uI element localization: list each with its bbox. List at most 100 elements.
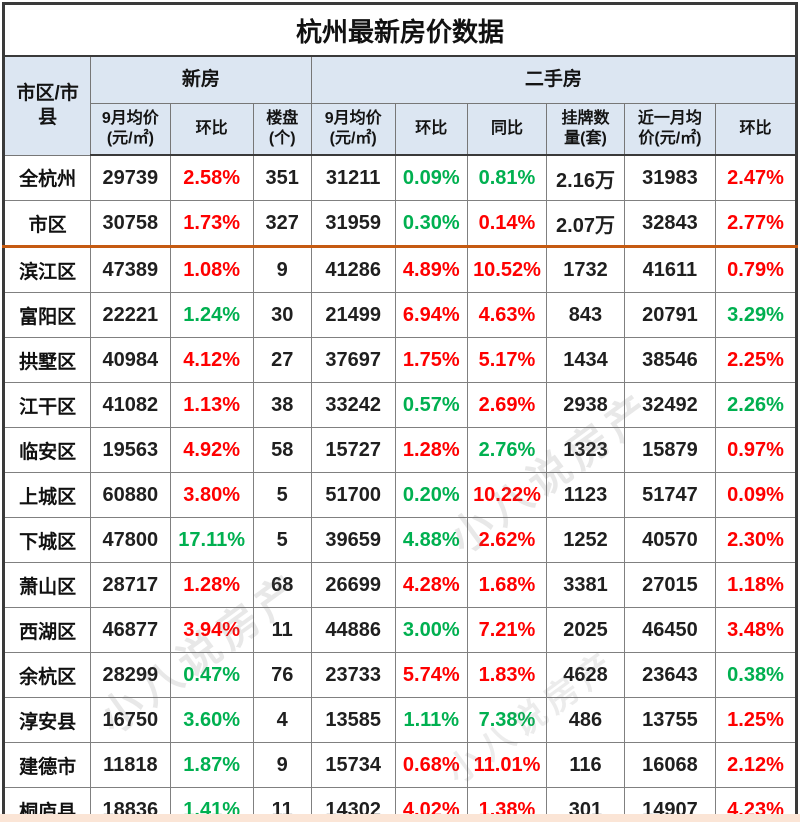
group-header-row: 市区/市 县 新房 二手房 bbox=[2, 55, 798, 156]
table-cell: 3.48% bbox=[715, 607, 797, 653]
table-cell: 4.63% bbox=[466, 292, 548, 338]
table-cell: 28299 bbox=[90, 652, 171, 698]
table-row: 临安区 19563 4.92% 58 15727 1.28% 2.76% 1323 15879 0… bbox=[2, 427, 797, 473]
table-cell: 31211 bbox=[310, 154, 396, 201]
table-cell: 0.68% bbox=[394, 742, 468, 788]
table-cell: 27015 bbox=[623, 562, 717, 608]
col-header-used-sep-avg-price: 9月均价 (元/㎡) bbox=[310, 103, 396, 156]
table-row: 江干区 41082 1.13% 38 33242 0.57% 2.69% 2938 32492 2… bbox=[2, 382, 797, 428]
table-cell: 22221 bbox=[90, 292, 171, 338]
table-row: 西湖区 46877 3.94% 11 44886 3.00% 7.21% 2025 46450 3… bbox=[2, 607, 797, 653]
district-name: 西湖区 bbox=[2, 607, 92, 653]
table-row: 余杭区 28299 0.47% 76 23733 5.74% 1.83% 4628 23643 0… bbox=[2, 652, 797, 698]
table-cell: 38 bbox=[252, 382, 312, 428]
table-cell: 4628 bbox=[546, 652, 625, 698]
table-cell: 116 bbox=[546, 742, 625, 788]
table-cell: 0.14% bbox=[466, 200, 548, 248]
table-row: 全杭州 29739 2.58% 351 31211 0.09% 0.81% 2.16万 3198… bbox=[2, 154, 797, 201]
table-cell: 1.24% bbox=[169, 292, 254, 338]
table-row: 市区 30758 1.73% 327 31959 0.30% 0.14% 2.07万 32843… bbox=[2, 200, 797, 248]
table-cell: 1.73% bbox=[169, 200, 254, 248]
table-cell: 486 bbox=[546, 697, 625, 743]
table-row: 富阳区 22221 1.24% 30 21499 6.94% 4.63% 843 20791 3.… bbox=[2, 292, 797, 338]
col-header-new-projects: 楼盘 (个) bbox=[252, 103, 312, 156]
table-cell: 5.17% bbox=[466, 337, 548, 383]
table-cell: 23643 bbox=[623, 652, 717, 698]
col-header-used-lastmonth-mom: 环比 bbox=[715, 103, 797, 156]
table-cell: 33242 bbox=[310, 382, 396, 428]
table-cell: 7.38% bbox=[466, 697, 548, 743]
col-header-used-listings: 挂牌数 量(套) bbox=[546, 103, 625, 156]
table-cell: 2.58% bbox=[169, 154, 254, 201]
table-cell: 60880 bbox=[90, 472, 171, 518]
table-cell: 0.38% bbox=[715, 652, 797, 698]
table-cell: 3.60% bbox=[169, 697, 254, 743]
table-cell: 1.13% bbox=[169, 382, 254, 428]
table-cell: 38546 bbox=[623, 337, 717, 383]
table-cell: 4.92% bbox=[169, 427, 254, 473]
table-cell: 2.77% bbox=[715, 200, 797, 248]
table-row: 萧山区 28717 1.28% 68 26699 4.28% 1.68% 3381 27015 1… bbox=[2, 562, 797, 608]
district-name: 临安区 bbox=[2, 427, 92, 473]
table-cell: 46450 bbox=[623, 607, 717, 653]
table-cell: 2.69% bbox=[466, 382, 548, 428]
table-cell: 0.79% bbox=[715, 246, 797, 293]
sub-header-row: 9月均价 (元/㎡) 环比 楼盘 (个) 9月均价 (元/㎡) 环比 同比 挂牌… bbox=[4, 103, 797, 156]
table-row: 淳安县 16750 3.60% 4 13585 1.11% 7.38% 486 13755 1.2… bbox=[2, 697, 797, 743]
table-cell: 17.11% bbox=[169, 517, 254, 563]
table-cell: 1.28% bbox=[394, 427, 468, 473]
title-row: 杭州最新房价数据 bbox=[3, 3, 797, 57]
table-cell: 1252 bbox=[546, 517, 625, 563]
table-cell: 0.09% bbox=[715, 472, 797, 518]
table-cell: 27 bbox=[252, 337, 312, 383]
table-cell: 2.12% bbox=[715, 742, 797, 788]
district-name: 建德市 bbox=[2, 742, 92, 788]
table-cell: 31959 bbox=[310, 200, 396, 248]
district-name: 拱墅区 bbox=[2, 337, 92, 383]
table-cell: 10.22% bbox=[466, 472, 548, 518]
district-name: 市区 bbox=[2, 200, 92, 248]
table-cell: 1.11% bbox=[394, 697, 468, 743]
table-cell: 32843 bbox=[623, 200, 717, 248]
table-cell: 47389 bbox=[90, 246, 171, 293]
table-cell: 51700 bbox=[310, 472, 396, 518]
table-cell: 30758 bbox=[90, 200, 171, 248]
table-cell: 1.18% bbox=[715, 562, 797, 608]
district-name: 江干区 bbox=[2, 382, 92, 428]
table-cell: 41082 bbox=[90, 382, 171, 428]
table-cell: 7.21% bbox=[466, 607, 548, 653]
table-cell: 1.25% bbox=[715, 697, 797, 743]
table-cell: 5 bbox=[252, 472, 312, 518]
district-name: 余杭区 bbox=[2, 652, 92, 698]
col-header-new-mom: 环比 bbox=[169, 103, 254, 156]
table-cell: 41286 bbox=[310, 246, 396, 293]
col-header-used-mom: 环比 bbox=[394, 103, 468, 156]
table-cell: 20791 bbox=[623, 292, 717, 338]
table-cell: 0.81% bbox=[466, 154, 548, 201]
table-header: 杭州最新房价数据 市区/市 县 新房 二手房 9月均价 (元/㎡) 环比 楼盘 … bbox=[2, 3, 798, 156]
table-cell: 3.80% bbox=[169, 472, 254, 518]
table-row: 拱墅区 40984 4.12% 27 37697 1.75% 5.17% 1434 38546 2… bbox=[2, 337, 797, 383]
table-cell: 68 bbox=[252, 562, 312, 608]
table-cell: 21499 bbox=[310, 292, 396, 338]
table-cell: 58 bbox=[252, 427, 312, 473]
table-cell: 9 bbox=[252, 742, 312, 788]
table-cell: 2.16万 bbox=[546, 154, 625, 201]
table-cell: 26699 bbox=[310, 562, 396, 608]
table-cell: 4.89% bbox=[394, 246, 468, 293]
table-cell: 351 bbox=[252, 154, 312, 201]
table-cell: 2.62% bbox=[466, 517, 548, 563]
table-cell: 1323 bbox=[546, 427, 625, 473]
table-cell: 40984 bbox=[90, 337, 171, 383]
table-cell: 4.88% bbox=[394, 517, 468, 563]
table-cell: 1732 bbox=[546, 246, 625, 293]
page-title: 杭州最新房价数据 bbox=[3, 3, 797, 57]
table-cell: 4.12% bbox=[169, 337, 254, 383]
table-cell: 15734 bbox=[310, 742, 396, 788]
district-name: 上城区 bbox=[2, 472, 92, 518]
table-cell: 5 bbox=[252, 517, 312, 563]
table-cell: 2938 bbox=[546, 382, 625, 428]
table-cell: 4.28% bbox=[394, 562, 468, 608]
